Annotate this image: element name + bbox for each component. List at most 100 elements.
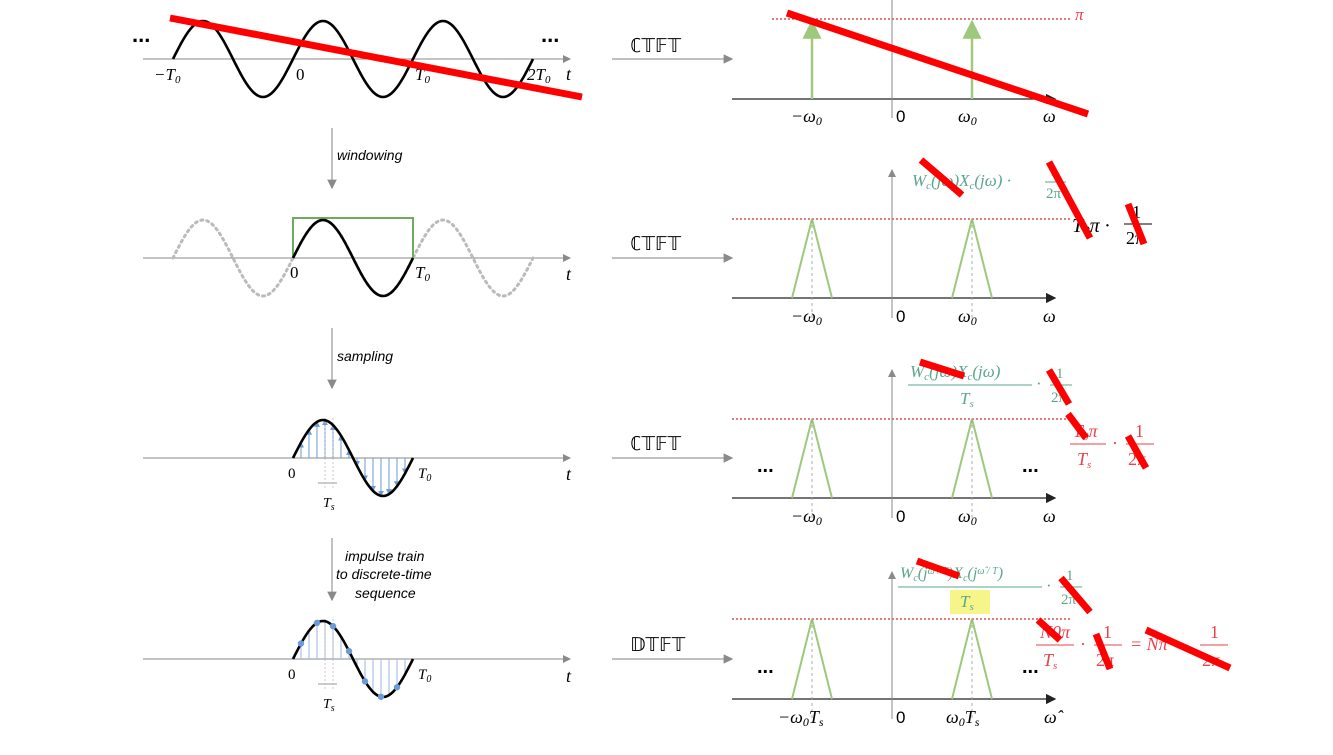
strike-line [1045,160,1094,240]
tick-minus-omega0: −ω0 [791,306,822,328]
tick-t0: T0 [415,65,430,86]
tick-2t0: 2T0 [527,65,551,86]
sample-dot [361,678,369,685]
step-impulse-train: impulse train to discrete-time sequence [327,538,432,602]
row-2: 0 T0 t ℂ𝕋𝔽𝕋 −ω0 0 ω0 ω Wc(jω)Xc(jω) · 1 … [143,157,1152,328]
tick-minus-omega0-ts: −ω0Ts [778,707,824,729]
tick-omega0: ω0 [958,106,977,128]
formula-dot: · [1036,374,1042,393]
formula-frac-num: 1 [1066,568,1074,584]
tick-minus-omega0: −ω0 [791,106,822,128]
sample-points [297,619,401,700]
sample-dot [329,622,337,630]
strike-line [1045,368,1073,406]
highlight-box [950,590,990,614]
tick-omega0-ts: ω0Ts [946,707,980,729]
axis-label-omega: ω [1043,106,1056,126]
formula-dot: · [1046,576,1052,595]
side-denominator: Ts [1077,449,1091,471]
tick-omega0: ω0 [958,306,977,328]
strike-line [918,157,965,198]
side-frac2-num: 1 [1210,622,1219,642]
discrete-signal-curve [291,619,415,699]
step-label: windowing [337,147,403,163]
sample-dot [313,619,321,627]
pi-label: π [1075,5,1084,24]
left-dots: ... [757,455,774,477]
sample-dot [377,693,385,700]
strike-line [785,9,1090,118]
windowed-signal-curve [291,218,415,298]
sample-dot [345,647,353,655]
row-1: ... ... −T0 0 T0 2T0 t ℂ𝕋𝔽𝕋 π −ω0 0 ω0 ω [132,0,1090,128]
strike-line [1065,411,1089,441]
strike-line [1144,626,1232,672]
strike-line [1124,434,1150,470]
strike-line [1124,202,1148,246]
transform-label: 𝔻𝕋𝔽𝕋 [630,634,686,656]
axis-label-omega-hat: ω̂ [1044,707,1064,727]
formula-denominator: Ts [960,592,974,613]
row-3: 0 T0 t Ts ℂ𝕋𝔽𝕋 ... ... −ω0 0 ω0 ω Wc(jω)… [143,358,1154,528]
sampling-period-label: Ts [323,496,335,513]
tick-minus-t0: −T0 [154,65,181,86]
tick-t0: T0 [418,466,431,484]
strike-line [915,557,961,580]
formula-denominator: Ts [960,389,974,410]
tick-omega0: ω0 [958,506,977,528]
formula-numerator: Wc(jω̂ / T)Xc(jω̂ / T) [900,565,1003,584]
step-windowing: windowing [327,128,403,190]
tick-t0: T0 [418,667,431,685]
tick-zero: 0 [288,466,296,482]
side-frac-num: 1 [1135,421,1144,441]
formula-frac-den: 2π [1046,186,1062,202]
strike-line [169,14,583,101]
tick-zero-freq: 0 [896,507,905,526]
axis-label-t: t [566,464,572,484]
left-dots: ... [757,656,774,678]
transform-label: ℂ𝕋𝔽𝕋 [630,233,682,255]
left-dots: ... [132,22,150,47]
right-dots: ... [1022,455,1039,477]
step-label-line-3: sequence [355,585,416,601]
right-dots: ... [541,22,559,47]
tick-zero-freq: 0 [896,307,905,326]
sample-impulses [298,418,408,497]
side-frac-num: 1 [1103,622,1112,642]
axis-label-omega: ω [1043,506,1056,526]
formula-frac-num: 1 [1056,366,1064,382]
strike-line [918,358,966,380]
strike-line [1058,575,1093,615]
tick-zero-freq: 0 [896,708,905,727]
spectrum-formula: Wc(jω)Xc(jω) · [912,171,1011,192]
step-label-line-2: to discrete-time [336,566,432,582]
strike-line [1092,632,1114,671]
sampling-period-label: Ts [323,697,335,714]
sample-dot [297,640,305,647]
side-dot: · [1080,634,1086,654]
tick-zero-freq: 0 [896,107,905,126]
side-dot: · [1112,433,1118,453]
step-label: sampling [337,348,393,364]
sample-dot [393,684,401,691]
sampled-signal-curve [291,418,415,498]
axis-label-t: t [566,666,572,686]
side-denominator: Ts [1043,650,1057,672]
row-4: 0 T0 t Ts 𝔻𝕋𝔽𝕋 ... ... −ω0Ts 0 ω0Ts ω̂ W… [143,557,1232,729]
tick-minus-omega0: −ω0 [791,506,822,528]
side-frac-num: 1 [1132,202,1141,222]
strike-line [1035,617,1063,643]
axis-label-omega: ω [1043,306,1056,326]
window-rectangle [292,217,414,258]
tick-zero: 0 [288,667,296,683]
periodic-signal-curve [171,19,535,99]
transform-label: ℂ𝕋𝔽𝕋 [630,35,682,57]
transform-label: ℂ𝕋𝔽𝕋 [630,433,682,455]
right-dots: ... [1022,656,1039,678]
tick-zero: 0 [296,65,305,84]
step-sampling: sampling [327,328,393,390]
step-label-line-1: impulse train [345,548,425,564]
axis-label-t: t [566,264,572,284]
tick-t0: T0 [415,263,430,284]
